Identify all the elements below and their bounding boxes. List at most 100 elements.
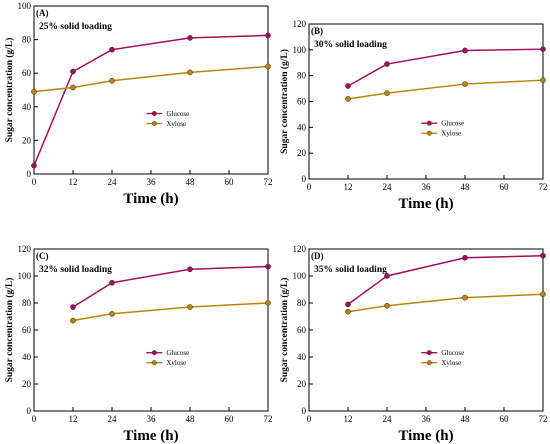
data-point: [462, 254, 468, 261]
legend-swatch-marker: [426, 130, 432, 136]
y-tick-label: 20: [297, 148, 307, 158]
legend: Glucose Xylose: [421, 349, 464, 367]
y-axis-title: Sugar concentration (g/L): [4, 278, 15, 383]
panel-a: 0 12 24 36 48 60 72 0 20 40 60 80 100 Time (h) Sugar c…: [4, 1, 273, 207]
series-line: [72, 302, 269, 322]
series-xylose: [345, 291, 546, 315]
y-tick-label: 80: [22, 298, 32, 308]
y-tick-label: 100: [293, 271, 307, 281]
legend-entry-glucose: Glucose: [166, 110, 189, 118]
series-xylose: [345, 77, 546, 102]
y-tick-label: 80: [297, 71, 307, 81]
x-tick-label: 72: [264, 414, 273, 424]
data-point: [345, 83, 351, 89]
x-axis-title: Time (h): [398, 196, 453, 212]
y-axis-title: Sugar concentration (g/L): [4, 38, 15, 143]
panel-label: (D): [311, 251, 324, 261]
x-tick-label: 48: [186, 177, 196, 187]
data-point: [345, 301, 351, 308]
y-tick-label: 120: [18, 244, 32, 254]
data-point: [109, 46, 115, 53]
y-tick-label: 120: [293, 244, 307, 254]
x-tick-label: 36: [147, 414, 157, 424]
panel-title: 32% solid loading: [39, 265, 112, 275]
legend-swatch-marker: [151, 111, 157, 117]
y-tick-label: 60: [297, 325, 307, 335]
data-point: [540, 46, 546, 53]
y-tick-label: 120: [293, 19, 307, 29]
legend-entry-xylose: Xylose: [166, 359, 186, 367]
x-axis-title: Time (h): [398, 428, 453, 444]
series-xylose: [70, 300, 271, 324]
data-point: [31, 88, 37, 95]
legend-swatch-marker: [426, 360, 432, 366]
data-point: [265, 300, 271, 306]
y-tick-label: 0: [302, 406, 307, 416]
data-point: [265, 63, 271, 70]
data-point: [540, 77, 546, 84]
data-point: [31, 162, 37, 169]
y-tick-label: 0: [302, 174, 307, 184]
y-axis-title: Sugar concentration (g/L): [279, 278, 290, 383]
series-line: [72, 265, 269, 308]
x-tick-label: 12: [69, 414, 78, 424]
legend: Glucose Xylose: [146, 349, 189, 367]
data-point: [462, 294, 468, 301]
x-tick-label: 72: [264, 177, 273, 187]
panel-title: 25% solid loading: [39, 22, 112, 32]
panel-c: 0 12 24 36 48 60 72 0 20 40 60 80 100 120 Time (h) Suga…: [4, 244, 273, 444]
legend-swatch-marker: [426, 120, 432, 126]
series-line: [347, 79, 544, 100]
series-glucose: [345, 46, 546, 89]
y-tick-label: 60: [22, 68, 32, 78]
x-tick-label: 60: [225, 177, 235, 187]
x-tick-label: 0: [307, 182, 312, 192]
panel-title: 30% solid loading: [314, 40, 387, 50]
data-point: [109, 77, 115, 84]
legend-swatch-marker: [426, 350, 432, 356]
x-tick-label: 72: [539, 182, 548, 192]
data-point: [187, 69, 193, 76]
panel-label: (A): [36, 8, 49, 18]
y-tick-label: 20: [22, 379, 32, 389]
data-point: [265, 32, 271, 39]
x-tick-label: 60: [500, 182, 510, 192]
data-point: [187, 35, 193, 41]
data-point: [109, 310, 115, 317]
x-tick-label: 36: [422, 414, 432, 424]
series-line: [33, 34, 269, 166]
x-tick-label: 48: [186, 414, 196, 424]
data-point: [345, 96, 351, 102]
legend-swatch-marker: [151, 360, 157, 366]
data-point: [384, 90, 390, 96]
x-tick-label: 12: [344, 414, 353, 424]
series-glucose: [345, 252, 546, 308]
panel-label: (C): [36, 251, 49, 261]
y-tick-label: 0: [27, 406, 32, 416]
data-point: [345, 308, 351, 315]
y-tick-label: 80: [297, 298, 307, 308]
data-point: [540, 252, 546, 259]
data-point: [462, 81, 468, 87]
legend-entry-xylose: Xylose: [441, 130, 461, 138]
data-point: [70, 84, 76, 91]
x-tick-label: 24: [108, 177, 118, 187]
series-xylose: [31, 63, 271, 95]
legend-entry-xylose: Xylose: [441, 359, 461, 367]
y-tick-label: 60: [22, 325, 32, 335]
legend-swatch-marker: [151, 350, 157, 356]
y-tick-label: 40: [297, 122, 307, 132]
data-point: [109, 279, 115, 286]
y-tick-label: 20: [297, 379, 307, 389]
legend-swatch-marker: [151, 121, 157, 127]
series-glucose: [70, 263, 271, 310]
x-tick-label: 0: [307, 414, 312, 424]
x-tick-label: 0: [32, 177, 37, 187]
y-tick-label: 0: [27, 169, 32, 179]
data-point: [384, 302, 390, 309]
x-tick-label: 48: [461, 182, 471, 192]
y-tick-label: 40: [297, 352, 307, 362]
x-tick-label: 72: [539, 414, 548, 424]
series-line: [347, 293, 544, 313]
series-line: [347, 255, 544, 305]
